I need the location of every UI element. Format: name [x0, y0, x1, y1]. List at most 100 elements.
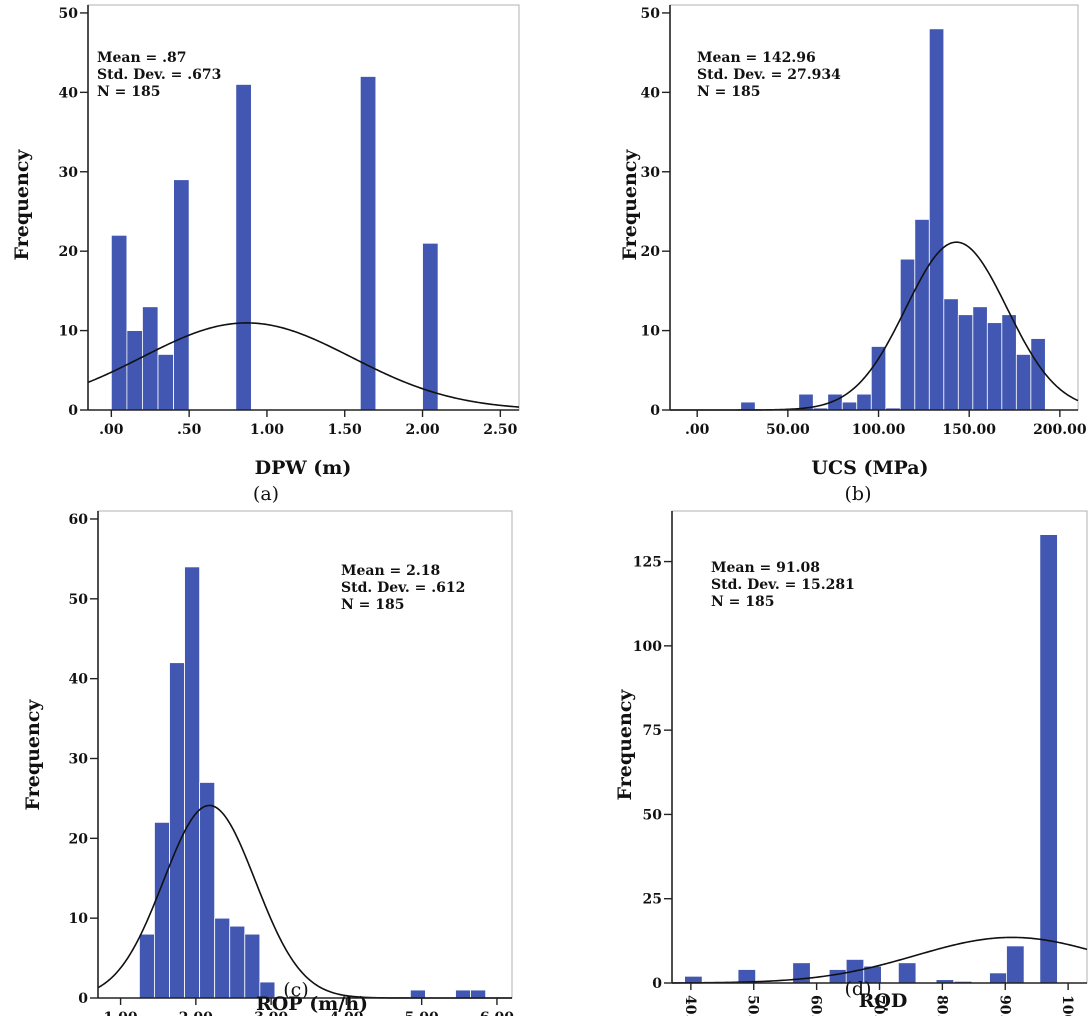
histogram-bar [972, 306, 988, 411]
x-tick-label: 5.00 [405, 1010, 439, 1016]
chart-rqd: 0 25 50 75 100 125 40.00 50.00 60.00 70.00 80.00 90… [614, 510, 1088, 1016]
y-axis-label: Frequency [614, 689, 636, 801]
x-tick-label: 90.00 [996, 995, 1012, 1016]
stats-line: N = 185 [341, 597, 405, 613]
x-axis-label: DPW (m) [255, 457, 352, 479]
histogram-bar [1006, 945, 1025, 984]
y-tick-label: 20 [59, 244, 79, 260]
histogram-bar [126, 330, 143, 411]
histogram-bar [184, 566, 201, 999]
histogram-bar [737, 969, 757, 984]
y-tick-label: 0 [68, 403, 78, 419]
x-tick-label: 80.00 [933, 995, 949, 1016]
histogram-bar [899, 258, 916, 411]
stats-line: Mean = 2.18 [341, 563, 440, 579]
y-axis-label: Frequency [11, 149, 33, 261]
y-tick-label: 30 [59, 165, 79, 181]
histogram-bar [1001, 314, 1017, 411]
normal-curve [87, 322, 520, 408]
x-tick-label: 4.00 [329, 1010, 363, 1016]
x-tick-label: 50.00 [766, 422, 810, 438]
stats-line: Mean = 91.08 [711, 560, 820, 576]
histogram-bar [841, 401, 858, 411]
histogram-bar [470, 989, 487, 999]
x-tick-label: 40.00 [682, 995, 698, 1016]
y-tick-label: 75 [643, 723, 662, 739]
histogram-bar [957, 314, 974, 411]
histogram-bar [1015, 354, 1032, 411]
histogram-bar [173, 179, 190, 411]
histogram-bar [244, 933, 261, 999]
y-tick-label: 30 [69, 751, 89, 767]
stats-line: N = 185 [711, 594, 775, 610]
x-tick-label: 1.00 [250, 422, 284, 438]
x-tick-label: .00 [99, 422, 124, 438]
chart-dpw: 0 10 20 30 40 50 .00 .50 1.00 1.50 2.00 2.50 Frequen… [11, 4, 520, 505]
x-tick-label: 2.50 [483, 422, 517, 438]
stats-line: Mean = .87 [97, 50, 187, 66]
x-tick-label: 3.00 [254, 1010, 288, 1016]
histogram-bar [138, 933, 155, 999]
y-tick-label: 40 [641, 85, 661, 101]
stats-line: Std. Dev. = 15.281 [711, 577, 855, 593]
normal-curve [672, 936, 1088, 984]
histogram-bar [928, 28, 945, 411]
y-tick-label: 20 [69, 831, 89, 847]
x-tick-label: 2.00 [179, 1010, 213, 1016]
histogram-bar [199, 782, 216, 999]
y-axis-label: Frequency [619, 149, 641, 261]
histogram-bar [897, 962, 917, 984]
histogram-bar [409, 989, 426, 999]
stats-line: N = 185 [97, 84, 161, 100]
histogram-bar [455, 989, 471, 999]
histogram-bar [986, 322, 1003, 411]
stats-line: Std. Dev. = .612 [341, 580, 465, 596]
y-tick-label: 30 [641, 165, 661, 181]
x-tick-label: 200.00 [1033, 422, 1087, 438]
x-axis-label: UCS (MPa) [811, 457, 928, 479]
y-tick-label: 10 [59, 324, 79, 340]
histogram-bar [1030, 338, 1046, 411]
y-tick-label: 50 [643, 807, 663, 823]
histogram-bar [1039, 534, 1058, 984]
x-tick-label: 1.50 [328, 422, 362, 438]
histogram-bar [870, 346, 887, 411]
x-tick-label: 50.00 [745, 995, 761, 1016]
histogram-bar [856, 393, 872, 411]
stats-line: N = 185 [697, 84, 761, 100]
panel-label: (a) [253, 483, 279, 505]
x-tick-label: .00 [685, 422, 710, 438]
y-tick-label: 10 [69, 911, 89, 927]
histogram-bar [914, 219, 930, 411]
histogram-bar [142, 306, 159, 411]
x-tick-label: 100.00 [1059, 995, 1075, 1016]
stats-line: Std. Dev. = .673 [97, 67, 221, 83]
y-tick-label: 0 [78, 991, 88, 1007]
histogram-bar [235, 84, 252, 411]
panel-label: (d) [845, 978, 872, 1000]
y-tick-label: 25 [643, 892, 662, 908]
panel-label: (b) [845, 483, 872, 505]
x-tick-label: 150.00 [942, 422, 996, 438]
x-axis-label: ROP (m/h) [256, 993, 368, 1015]
y-tick-label: 0 [650, 403, 660, 419]
histogram-bar [422, 242, 439, 411]
x-tick-label: 6.00 [480, 1010, 514, 1016]
x-tick-label: 2.00 [405, 422, 439, 438]
x-tick-label: .50 [177, 422, 202, 438]
y-tick-label: 60 [69, 512, 89, 528]
stats-line: Std. Dev. = 27.934 [697, 67, 841, 83]
y-tick-label: 0 [652, 976, 662, 992]
y-tick-label: 40 [69, 672, 89, 688]
histogram-bar [110, 234, 128, 411]
histogram-bar [214, 917, 231, 999]
y-tick-label: 125 [633, 555, 662, 571]
stats-line: Mean = 142.96 [697, 50, 816, 66]
chart-rop: 0 10 20 30 40 50 60 1.00 2.00 3.00 4.00 5.00 6.00 Fre… [22, 510, 514, 1016]
x-axis-label: RQD [859, 990, 908, 1012]
histogram-bar [740, 401, 756, 411]
x-tick-label: 100.00 [852, 422, 906, 438]
y-tick-label: 50 [641, 6, 661, 22]
